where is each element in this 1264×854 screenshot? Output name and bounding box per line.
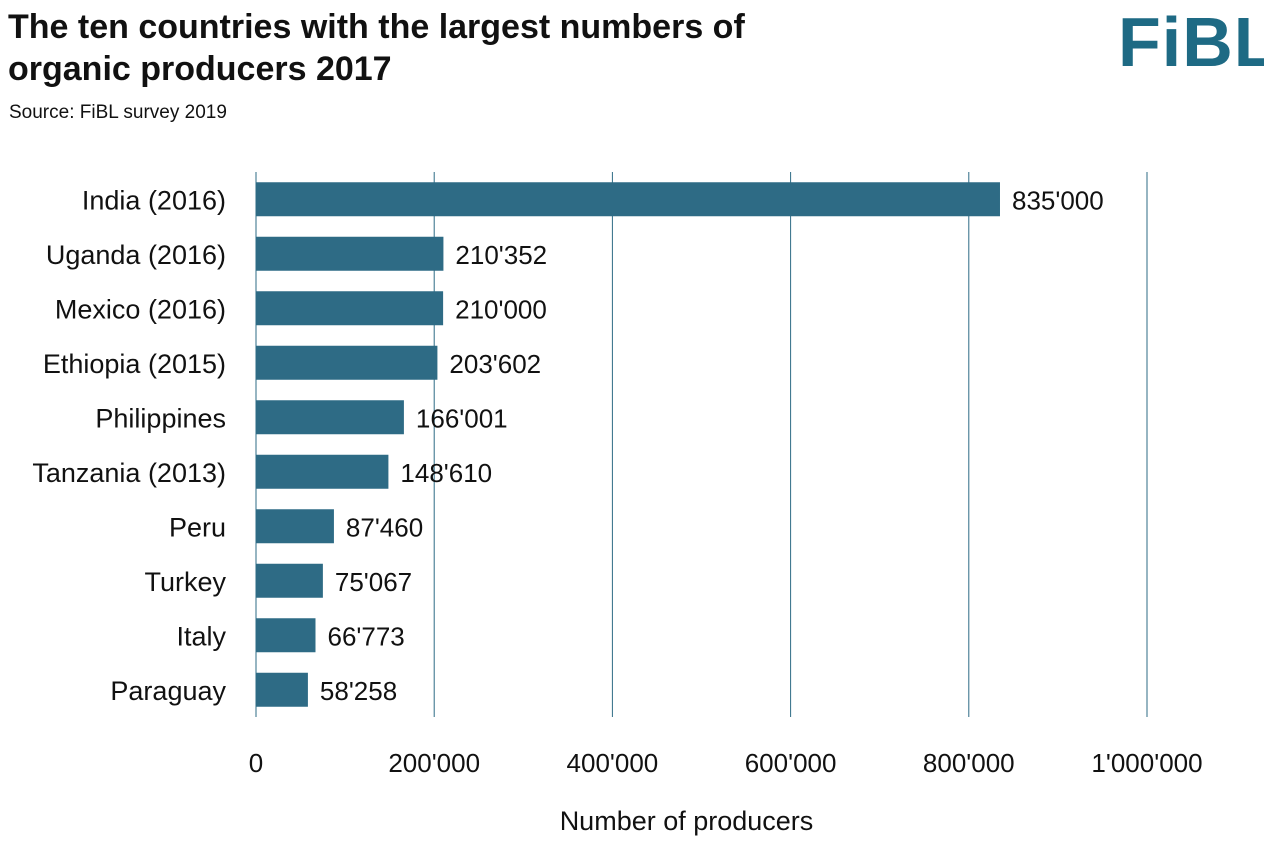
x-tick-label: 800'000 <box>923 748 1015 778</box>
category-label: Italy <box>176 621 226 651</box>
x-tick-label: 0 <box>249 748 263 778</box>
chart-title-line-2: organic producers 2017 <box>8 50 392 88</box>
data-label: 166'001 <box>416 403 508 433</box>
data-label: 58'258 <box>320 676 397 706</box>
x-axis-tick-labels: 0 200'000 400'000 600'000 800'000 1'000'000 <box>249 748 1203 778</box>
bar <box>256 400 404 435</box>
chart-title: The ten countries with the largest numbe… <box>8 6 1008 90</box>
bar <box>256 454 389 489</box>
category-label: Philippines <box>95 403 226 433</box>
data-label: 203'602 <box>449 349 541 379</box>
bar <box>256 672 308 707</box>
data-label: 75'067 <box>335 567 412 597</box>
category-label: Tanzania (2013) <box>32 458 226 488</box>
bar <box>256 345 438 380</box>
x-tick-label: 200'000 <box>388 748 480 778</box>
x-axis-label: Number of producers <box>560 806 814 836</box>
bar <box>256 236 444 271</box>
category-label: Mexico (2016) <box>55 294 226 324</box>
fibl-logo: FiBL <box>1118 3 1264 81</box>
data-label: 210'000 <box>455 294 547 324</box>
chart-title-line-1: The ten countries with the largest numbe… <box>8 8 745 46</box>
x-tick-label: 600'000 <box>745 748 837 778</box>
category-label: India (2016) <box>82 185 226 215</box>
category-label: Paraguay <box>110 676 226 706</box>
x-tick-label: 1'000'000 <box>1091 748 1202 778</box>
bars <box>256 182 1000 707</box>
bar <box>256 509 334 544</box>
bar <box>256 182 1000 217</box>
bar <box>256 618 316 653</box>
data-label: 210'352 <box>455 240 547 270</box>
category-label: Peru <box>169 512 226 542</box>
bar <box>256 563 323 598</box>
category-label: Ethiopia (2015) <box>43 349 226 379</box>
chart-source: Source: FiBL survey 2019 <box>9 102 227 123</box>
value-labels: 835'000 210'352 210'000 203'602 166'001 148'6… <box>320 185 1104 706</box>
bar <box>256 291 444 326</box>
category-labels: India (2016) Uganda (2016) Mexico (2016) Et… <box>32 185 226 706</box>
category-label: Turkey <box>144 567 226 597</box>
x-tick-label: 400'000 <box>567 748 659 778</box>
grid-lines <box>255 172 1148 717</box>
category-label: Uganda (2016) <box>46 240 226 270</box>
data-label: 87'460 <box>346 512 423 542</box>
data-label: 835'000 <box>1012 185 1104 215</box>
data-label: 66'773 <box>327 621 404 651</box>
data-label: 148'610 <box>400 458 492 488</box>
